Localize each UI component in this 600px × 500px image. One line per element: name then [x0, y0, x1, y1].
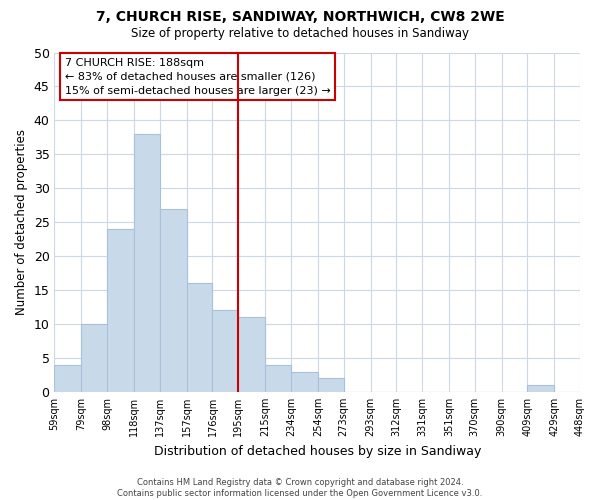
Bar: [212, 310, 238, 392]
Text: 7 CHURCH RISE: 188sqm
← 83% of detached houses are smaller (126)
15% of semi-det: 7 CHURCH RISE: 188sqm ← 83% of detached …: [65, 58, 331, 96]
Bar: [82, 324, 107, 392]
Bar: [55, 365, 82, 392]
Text: Contains HM Land Registry data © Crown copyright and database right 2024.
Contai: Contains HM Land Registry data © Crown c…: [118, 478, 482, 498]
Bar: [187, 284, 212, 392]
X-axis label: Distribution of detached houses by size in Sandiway: Distribution of detached houses by size …: [154, 444, 481, 458]
Bar: [160, 208, 187, 392]
Bar: [265, 365, 291, 392]
Bar: [318, 378, 344, 392]
Bar: [107, 229, 134, 392]
Y-axis label: Number of detached properties: Number of detached properties: [15, 129, 28, 315]
Bar: [238, 318, 265, 392]
Bar: [291, 372, 318, 392]
Text: 7, CHURCH RISE, SANDIWAY, NORTHWICH, CW8 2WE: 7, CHURCH RISE, SANDIWAY, NORTHWICH, CW8…: [95, 10, 505, 24]
Bar: [527, 385, 554, 392]
Text: Size of property relative to detached houses in Sandiway: Size of property relative to detached ho…: [131, 28, 469, 40]
Bar: [134, 134, 160, 392]
